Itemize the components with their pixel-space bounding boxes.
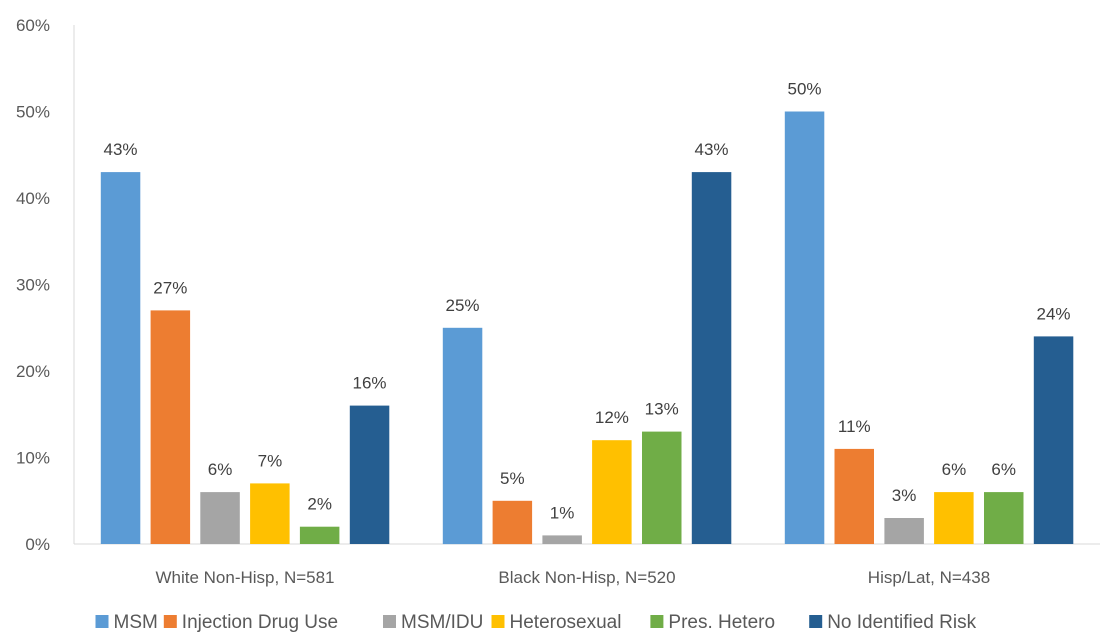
bar: [691, 172, 732, 544]
data-label: 27%: [153, 278, 187, 297]
legend-item: No Identified Risk: [827, 612, 976, 633]
legend-swatch: [383, 615, 396, 628]
legend-item: Injection Drug Use: [182, 612, 338, 633]
x-tick-label: Black Non-Hisp, N=520: [498, 568, 675, 587]
legend-swatch: [95, 615, 109, 628]
bar: [299, 526, 340, 544]
bar: [642, 431, 682, 544]
y-tick-label: 40%: [16, 189, 50, 208]
data-label: 5%: [500, 469, 525, 488]
y-tick-label: 0%: [25, 535, 50, 554]
y-tick-label: 30%: [16, 276, 50, 295]
legend-swatch: [650, 615, 664, 628]
data-label: 6%: [991, 460, 1016, 479]
data-label: 50%: [787, 80, 821, 99]
data-label: 24%: [1036, 304, 1070, 323]
x-tick-label: Hisp/Lat, N=438: [868, 568, 990, 587]
data-label: 1%: [550, 503, 575, 522]
bar: [592, 440, 632, 544]
legend-item: Heterosexual: [510, 612, 622, 633]
bar: [349, 405, 390, 544]
data-label: 2%: [307, 495, 332, 514]
legend-swatch: [491, 615, 505, 628]
data-label: 3%: [892, 486, 917, 505]
bar: [250, 483, 290, 544]
y-tick-label: 50%: [16, 103, 50, 122]
bar: [984, 492, 1024, 544]
data-label: 43%: [103, 140, 137, 159]
bar: [442, 327, 483, 545]
bar: [934, 492, 974, 544]
bar: [542, 535, 582, 544]
data-label: 11%: [838, 417, 871, 436]
bar: [884, 518, 924, 544]
data-label: 12%: [595, 408, 629, 427]
bar: [100, 172, 141, 544]
legend-swatch: [163, 615, 177, 628]
x-tick-label: White Non-Hisp, N=581: [155, 568, 334, 587]
legend-item: Pres. Hetero: [668, 612, 775, 633]
bar: [150, 310, 191, 544]
data-label: 6%: [942, 460, 967, 479]
y-tick-label: 10%: [16, 449, 50, 468]
data-label: 43%: [694, 140, 728, 159]
legend-item: MSM: [114, 612, 158, 633]
legend-swatch: [809, 615, 823, 628]
legend-item: MSM/IDU: [401, 612, 483, 633]
bar: [834, 448, 874, 544]
bar: [492, 500, 533, 545]
bar: [784, 111, 825, 544]
data-label: 7%: [258, 451, 283, 470]
data-label: 25%: [445, 296, 479, 315]
data-label: 16%: [352, 374, 386, 393]
bar: [200, 492, 240, 544]
y-tick-label: 20%: [16, 362, 50, 381]
data-label: 6%: [208, 460, 233, 479]
data-label: 13%: [645, 400, 679, 419]
bar: [1033, 336, 1074, 544]
y-tick-label: 60%: [16, 16, 50, 35]
